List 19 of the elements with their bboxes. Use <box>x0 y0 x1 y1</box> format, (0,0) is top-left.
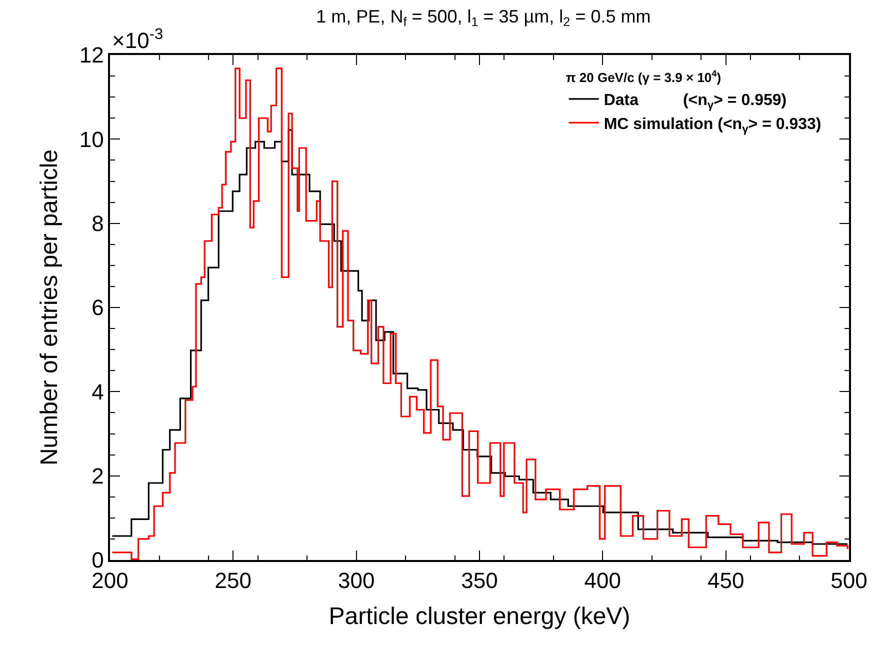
y-tick-label: 12 <box>79 42 104 68</box>
x-axis-title: Particle cluster energy (keV) <box>328 602 630 630</box>
x-tick-label: 450 <box>707 568 744 594</box>
legend-title: π 20 GeV/c (γ = 3.9 × 10$^{4}$) <box>566 68 722 85</box>
x-tick-label: 350 <box>461 568 498 594</box>
x-tick-label: 250 <box>214 568 252 594</box>
y-tick-label: 2 <box>92 464 104 489</box>
y-tick-label: 10 <box>79 126 104 152</box>
x-tick-label: 500 <box>830 568 868 594</box>
chart-title: 1 m, PE, N$_{f}$ = 500, l$_{1}$ = 35 µm, l$_{2}$ = 0.5 mm <box>316 6 651 30</box>
y-tick-label: 8 <box>92 211 104 236</box>
y-axis-title: Number of entries per particle <box>36 149 63 466</box>
x-tick-label: 400 <box>584 568 622 594</box>
text: ×10$^{-3}$ <box>112 26 164 54</box>
y-tick-label: 4 <box>92 379 104 404</box>
legend-label: Data (<n$_{γ}$> = 0.959) <box>604 92 787 112</box>
legend-label: MC simulation (<n$_{γ}$> = 0.933) <box>604 116 822 136</box>
x-tick-label: 300 <box>338 568 375 594</box>
y-tick-label: 6 <box>92 295 104 320</box>
